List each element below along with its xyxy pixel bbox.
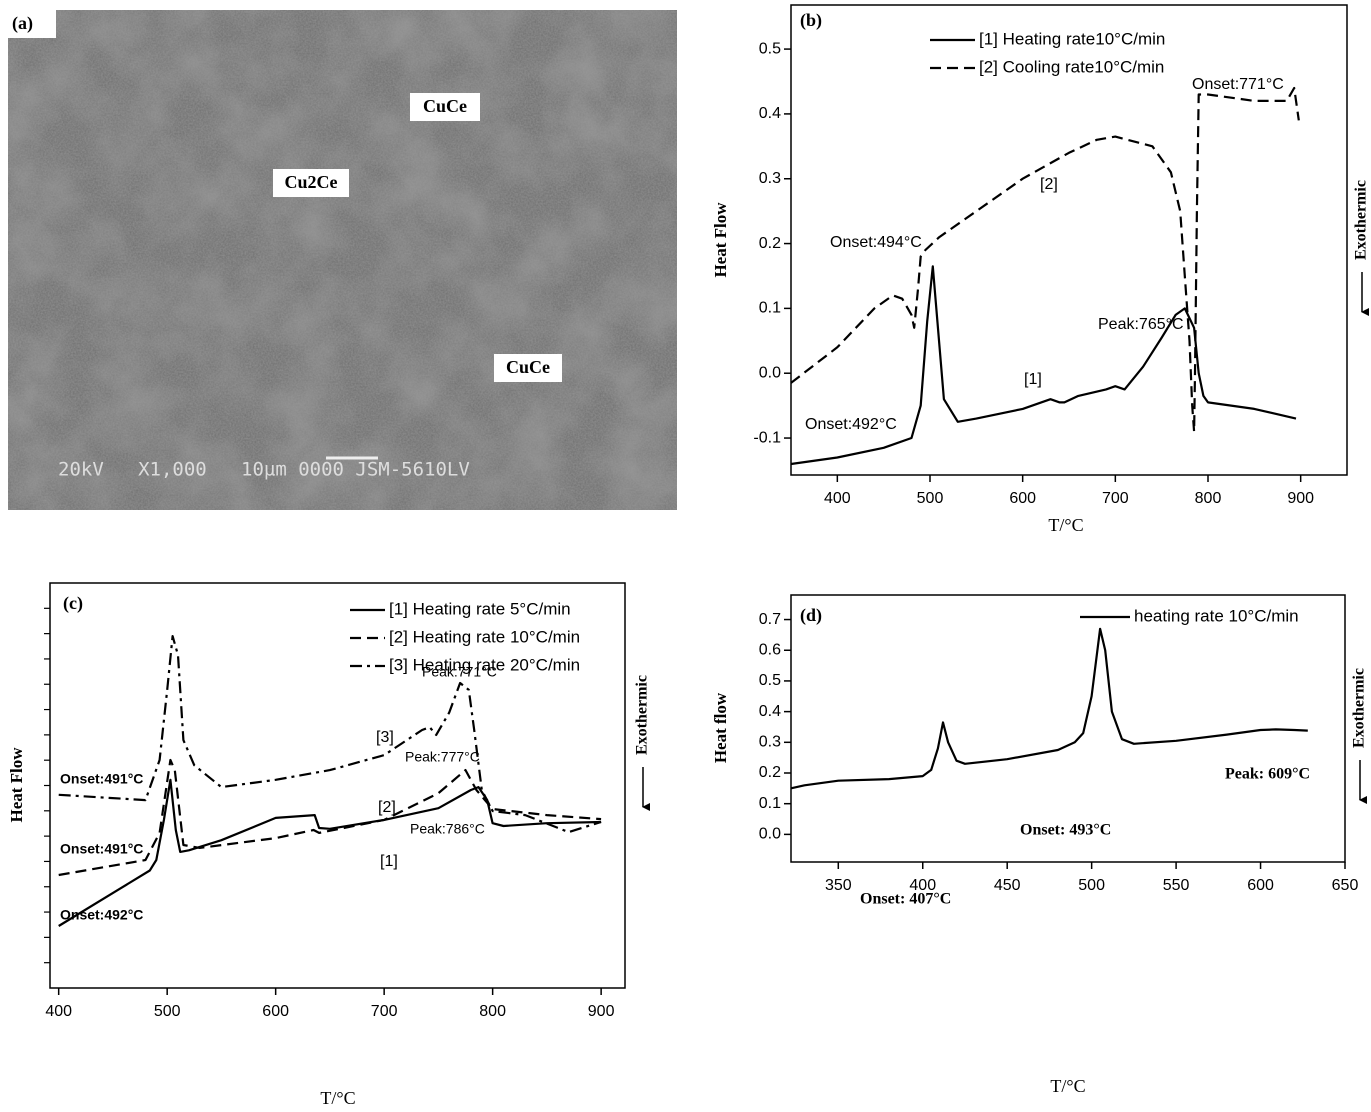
annotation: [3]	[376, 729, 394, 746]
y-tick-label: 0.0	[759, 826, 781, 843]
panel-label: (a)	[12, 13, 33, 34]
phase-label: CuCe	[423, 96, 467, 116]
annotation: Peak: 609°C	[1225, 766, 1310, 783]
label-box	[410, 93, 480, 121]
exothermic-label: Exothermic	[634, 675, 651, 755]
annotation: Onset: 407°C	[860, 891, 951, 908]
x-tick-label: 500	[1078, 877, 1105, 894]
y-axis-label: Heat flow	[711, 692, 730, 763]
panel-label: (c)	[63, 593, 83, 614]
annotation: Peak:771°C	[422, 664, 497, 680]
y-axis-label: Heat Flow	[711, 202, 730, 278]
x-tick-label: 500	[154, 1003, 181, 1020]
x-tick-label: 700	[371, 1003, 398, 1020]
legend-label: [2] Heating rate 10°C/min	[389, 627, 580, 646]
x-tick-label: 600	[1009, 490, 1036, 507]
x-tick-label: 800	[479, 1003, 506, 1020]
x-tick-label: 700	[1102, 490, 1129, 507]
x-tick-label: 350	[825, 877, 852, 894]
exothermic-label: Exothermic	[1351, 668, 1368, 748]
series-line	[58, 778, 602, 927]
series-line	[790, 265, 1297, 466]
x-tick-label: 450	[994, 877, 1021, 894]
exothermic-label: Exothermic	[1353, 180, 1370, 260]
plot-frame	[790, 4, 1348, 476]
x-tick-label: 400	[45, 1003, 72, 1020]
x-tick-label: 500	[917, 490, 944, 507]
annotation: Onset:492°C	[805, 416, 897, 433]
y-tick-label: 0.5	[759, 672, 781, 689]
phase-label: CuCe	[506, 357, 550, 377]
y-tick-label: 0.4	[759, 703, 781, 720]
x-tick-label: 650	[1332, 877, 1359, 894]
legend-label: [1] Heating rate10°C/min	[979, 29, 1165, 48]
legend-label: heating rate 10°C/min	[1134, 606, 1299, 625]
chart: 400 500 600 700 800 900 -0.1 0.0 0.1 0.2 0.3 0.4 0.5…	[711, 4, 1370, 535]
sem-texture	[8, 10, 677, 510]
panel-label: (b)	[800, 10, 822, 31]
chart: 350 400 450 500 550 600 650 0.0 0.1 0.2 0.3 0.4 0.5 0…	[711, 594, 1368, 1096]
annotation: Onset: 493°C	[1020, 822, 1111, 839]
y-tick-label: 0.0	[759, 364, 781, 381]
y-tick-label: 0.3	[759, 734, 781, 751]
sem-image: (a) CuCe Cu2Ce CuCe 20kV X1,000 10µm 000…	[8, 10, 677, 510]
x-tick-label: 900	[588, 1003, 615, 1020]
x-tick-label: 400	[909, 877, 936, 894]
phase-label: Cu2Ce	[285, 172, 338, 192]
annotation: Onset:494°C	[830, 234, 922, 251]
y-tick-label: 0.1	[759, 795, 781, 812]
y-tick-label: 0.7	[759, 611, 781, 628]
y-tick-label: 0.2	[759, 764, 781, 781]
annotation: [2]	[1040, 176, 1058, 193]
x-axis-label: T/°C	[1050, 1076, 1085, 1096]
y-tick-label: 0.2	[759, 235, 781, 252]
legend-label: [2] Cooling rate10°C/min	[979, 57, 1164, 76]
x-tick-label: 900	[1287, 490, 1314, 507]
x-tick-label: 600	[1247, 877, 1274, 894]
x-tick-label: 800	[1195, 490, 1222, 507]
y-tick-label: 0.6	[759, 641, 781, 658]
label-box	[273, 169, 349, 197]
legend-label: [1] Heating rate 5°C/min	[389, 599, 571, 618]
y-axis-label: Heat Flow	[7, 747, 26, 823]
label-box	[8, 10, 56, 38]
legend-label: [3] Heating rate 20°C/min	[389, 655, 580, 674]
label-box	[494, 354, 562, 382]
scale-text: 20kV X1,000 10µm 0000 JSM-5610LV	[58, 459, 470, 481]
annotation: Onset:491°C	[60, 841, 143, 857]
chart: 400 500 600 700 800 900 (c) T/°C Heat Flow Exothe…	[7, 582, 651, 1108]
annotation: [1]	[1024, 371, 1042, 388]
y-tick-label: 0.3	[759, 170, 781, 187]
annotation: Onset:492°C	[60, 907, 143, 923]
x-tick-label: 550	[1163, 877, 1190, 894]
y-tick-label: -0.1	[753, 429, 781, 446]
annotation: [1]	[380, 853, 398, 870]
x-tick-label: 400	[824, 490, 851, 507]
annotation: Peak:765°C	[1098, 316, 1184, 333]
panel-label: (d)	[800, 605, 822, 626]
x-axis-label: T/°C	[1048, 515, 1083, 535]
annotation: [2]	[378, 799, 396, 816]
annotation: Peak:777°C	[405, 749, 480, 765]
plot-frame	[790, 594, 1346, 863]
series-line	[58, 758, 602, 877]
annotation: Onset:771°C	[1192, 76, 1284, 93]
y-tick-label: 0.1	[759, 300, 781, 317]
y-tick-label: 0.5	[759, 40, 781, 57]
series-line	[58, 635, 602, 834]
x-axis-label: T/°C	[320, 1088, 355, 1108]
series-line	[790, 627, 1308, 790]
annotation: Onset:491°C	[60, 771, 143, 787]
y-tick-label: 0.4	[759, 105, 781, 122]
series-line	[790, 86, 1300, 433]
annotation: Peak:786°C	[410, 821, 485, 837]
x-tick-label: 600	[262, 1003, 289, 1020]
